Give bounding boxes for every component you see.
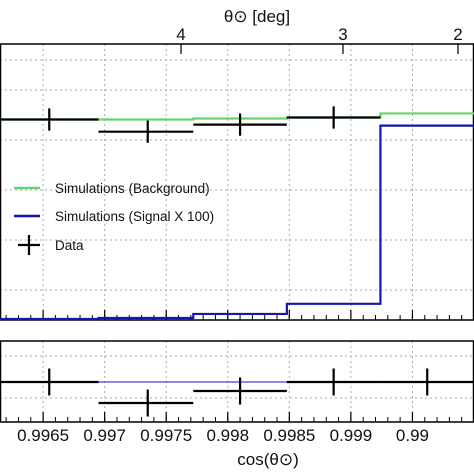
series-signal-line [0, 124, 474, 321]
x-tick-label: 0.999 [330, 426, 373, 445]
legend: Simulations (Background) Simulations (Sig… [14, 181, 214, 255]
grid-lines [0, 44, 474, 422]
data-layer: 0.9965 0.997 0.9975 0.998 0.9985 0.999 0.99 4 3 2… [0, 25, 474, 445]
x-tick-label: 0.997 [83, 426, 126, 445]
data-point [98, 120, 194, 143]
legend-label: Data [55, 238, 84, 253]
top-axis-title: θ⊙ [deg] [224, 7, 290, 26]
top-tick-label: 2 [453, 25, 462, 44]
ratio-point [286, 368, 381, 396]
x-tick-label: 0.9985 [263, 426, 315, 445]
data-point [193, 113, 287, 136]
legend-label: Simulations (Background) [55, 181, 210, 196]
x-tick-label: 0.99 [396, 426, 429, 445]
top-tick-label: 3 [338, 25, 347, 44]
series-background-line [0, 112, 474, 121]
ratio-point [0, 368, 99, 396]
panel-frames [0, 43, 474, 423]
x-tick-label: 0.9965 [17, 426, 69, 445]
ratio-point [380, 368, 474, 396]
ratio-point [193, 377, 287, 405]
x-tick-label: 0.998 [206, 426, 249, 445]
data-point [286, 106, 381, 129]
ratio-point [98, 389, 194, 417]
legend-label: Simulations (Signal X 100) [55, 209, 214, 224]
top-tick-label: 4 [176, 25, 185, 44]
x-axis-title: cos(θ⊙) [237, 450, 298, 469]
x-tick-label: 0.9975 [140, 426, 192, 445]
data-point [0, 108, 99, 131]
